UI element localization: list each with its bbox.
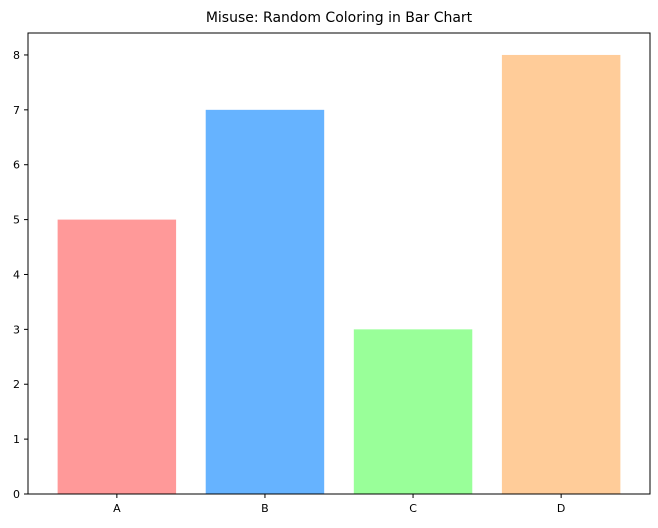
y-tick-label: 7 — [13, 104, 20, 117]
x-axis: A B C D — [113, 494, 565, 515]
y-tick-label: 8 — [13, 49, 20, 62]
bar-d — [501, 54, 621, 494]
y-tick-label: 0 — [13, 488, 20, 501]
y-tick-label: 2 — [13, 378, 20, 391]
x-tick-label: A — [113, 502, 121, 515]
bar-a — [57, 219, 177, 494]
bar-c — [353, 329, 473, 494]
y-tick-label: 3 — [13, 323, 20, 336]
x-tick-label: C — [409, 502, 417, 515]
y-axis: 0 1 2 3 4 5 6 7 8 — [13, 49, 28, 501]
x-tick-label: B — [261, 502, 269, 515]
bar-b — [205, 109, 325, 494]
bars-group — [57, 54, 621, 494]
plot-frame — [27, 32, 651, 495]
y-tick-label: 6 — [13, 159, 20, 172]
y-tick-label: 1 — [13, 433, 20, 446]
chart-title: Misuse: Random Coloring in Bar Chart — [206, 10, 473, 26]
y-tick-label: 4 — [13, 268, 20, 281]
x-tick-label: D — [557, 502, 565, 515]
y-tick-label: 5 — [13, 214, 20, 227]
